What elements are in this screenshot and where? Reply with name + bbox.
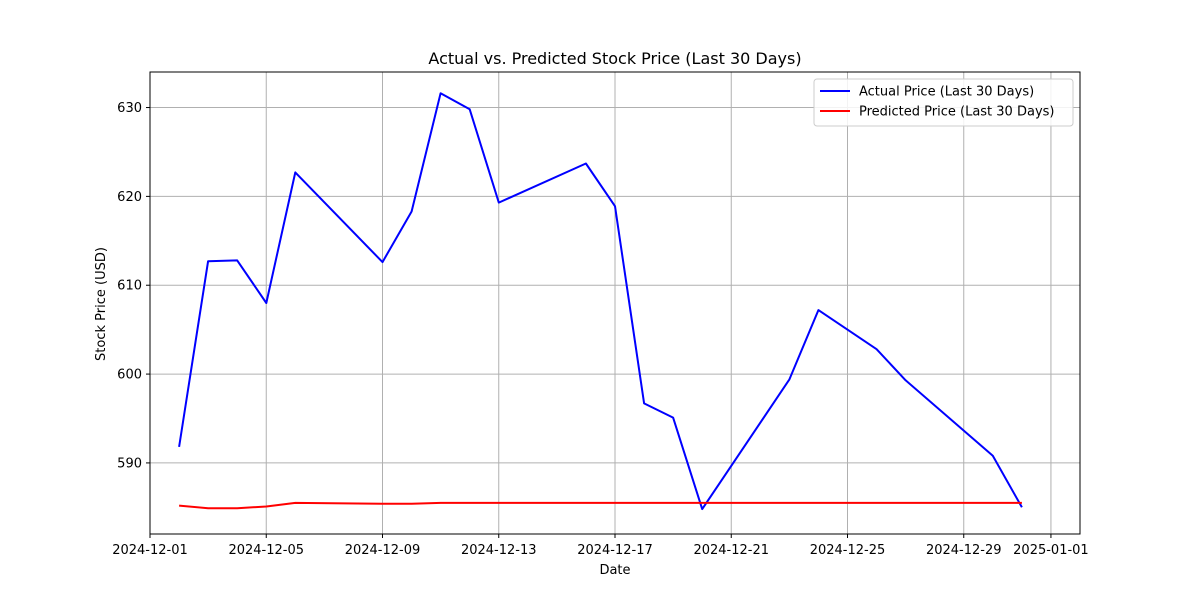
x-axis-label: Date <box>599 563 630 578</box>
y-axis-label: Stock Price (USD) <box>94 247 109 361</box>
x-tick-label: 2024-12-09 <box>345 543 421 558</box>
x-tick-label: 2024-12-05 <box>228 543 304 558</box>
y-tick-label: 600 <box>117 368 142 383</box>
x-tick-label: 2024-12-17 <box>577 543 653 558</box>
x-tick-label: 2024-12-01 <box>112 543 188 558</box>
y-tick-label: 610 <box>117 279 142 294</box>
y-tick-label: 590 <box>117 456 142 471</box>
chart-title: Actual vs. Predicted Stock Price (Last 3… <box>428 49 801 68</box>
legend-label-actual: Actual Price (Last 30 Days) <box>859 85 1034 100</box>
legend: Actual Price (Last 30 Days) Predicted Pr… <box>814 79 1073 126</box>
x-tick-label: 2024-12-25 <box>810 543 886 558</box>
y-tick-label: 620 <box>117 190 142 205</box>
legend-label-predicted: Predicted Price (Last 30 Days) <box>859 105 1054 120</box>
x-tick-label: 2024-12-21 <box>693 543 769 558</box>
x-tick-label: 2024-12-13 <box>461 543 537 558</box>
x-tick-label: 2024-12-29 <box>926 543 1002 558</box>
x-tick-label: 2025-01-01 <box>1013 543 1089 558</box>
y-tick-label: 630 <box>117 101 142 116</box>
